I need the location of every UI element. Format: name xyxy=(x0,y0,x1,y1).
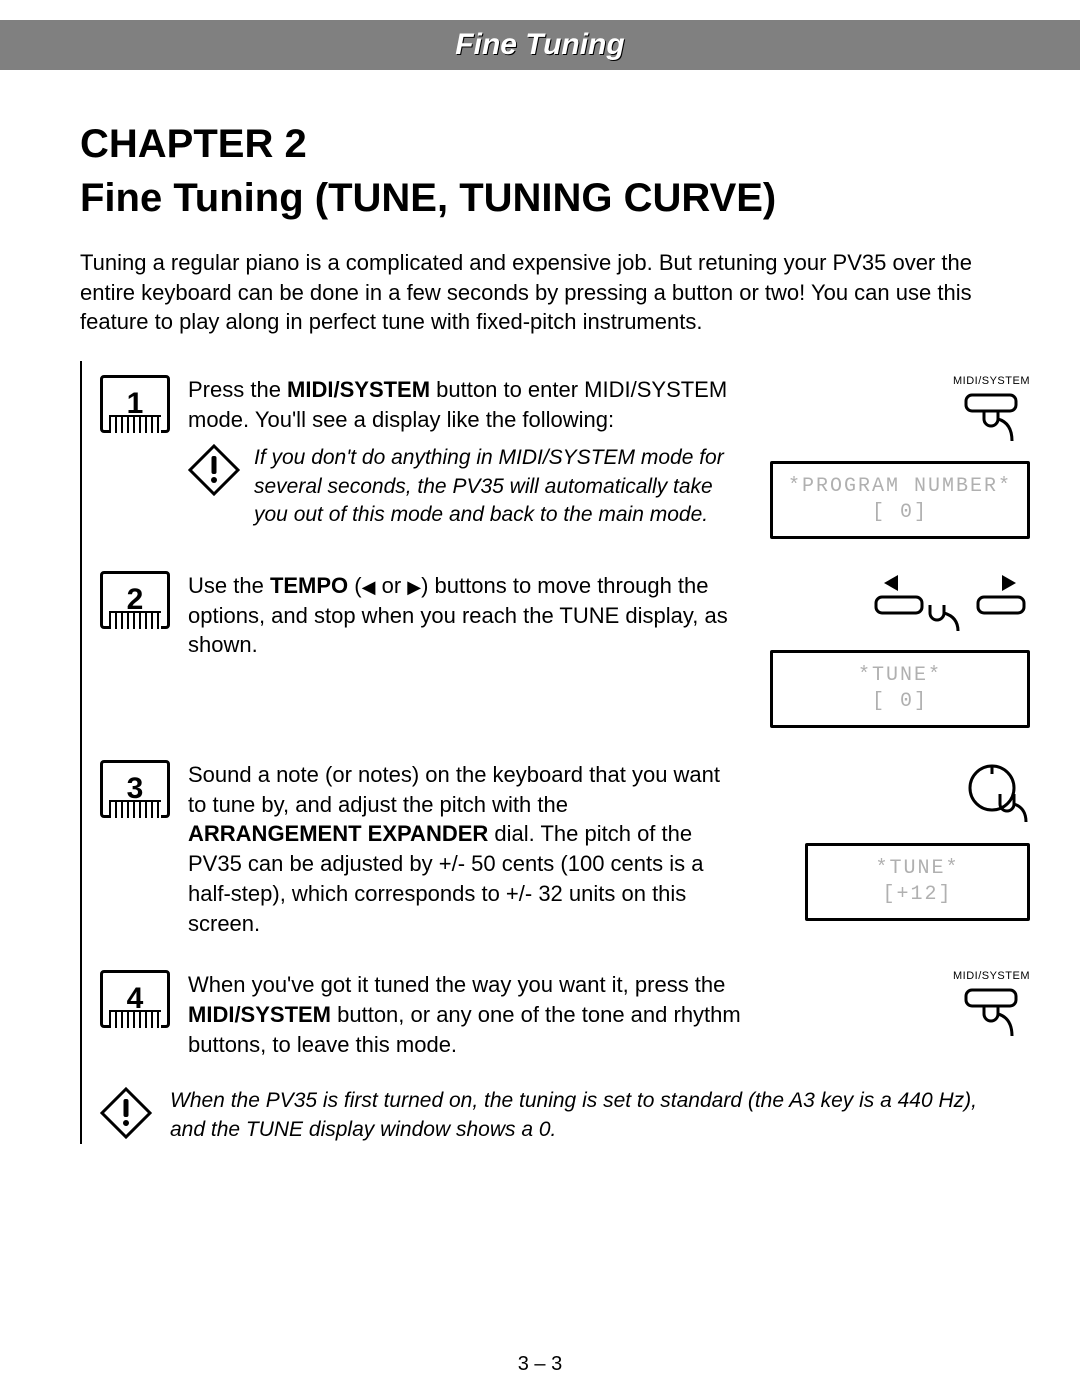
keyboard-icon xyxy=(109,415,161,433)
step-3: 3 Sound a note (or notes) on the keyboar… xyxy=(82,746,1030,956)
lcd-line2: [+12] xyxy=(816,882,1019,908)
step-4-text: When you've got it tuned the way you wan… xyxy=(188,970,742,1059)
chapter-title: Fine Tuning (TUNE, TUNING CURVE) xyxy=(80,174,1000,222)
midi-system-label: MIDI/SYSTEM xyxy=(953,375,1030,387)
section-header-title: Fine Tuning xyxy=(455,28,624,62)
midi-system-press-icon: MIDI/SYSTEM xyxy=(953,970,1030,1044)
step-4: 4 When you've got it tuned the way you w… xyxy=(82,956,1030,1077)
lcd-line1: *TUNE* xyxy=(816,856,1019,882)
step-1-right: MIDI/SYSTEM *PROGRAM NUMBER* [ 0] xyxy=(760,375,1030,539)
lcd-line2: [ 0] xyxy=(781,500,1019,526)
midi-system-label: MIDI/SYSTEM xyxy=(953,970,1030,982)
step-1: 1 Press the MIDI/SYSTEM button to enter … xyxy=(82,361,1030,557)
step-1-text: Press the MIDI/SYSTEM button to enter MI… xyxy=(188,375,742,434)
warning-icon xyxy=(100,1087,152,1139)
lcd-program-number: *PROGRAM NUMBER* [ 0] xyxy=(770,461,1030,539)
dial-icon xyxy=(964,760,1030,831)
step-1-note-row: If you don't do anything in MIDI/SYSTEM … xyxy=(188,444,742,529)
step-4-right: MIDI/SYSTEM xyxy=(760,970,1030,1044)
step-2-badge: 2 xyxy=(100,571,170,629)
lcd-tune-twelve: *TUNE* [+12] xyxy=(805,843,1030,921)
midi-system-press-icon: MIDI/SYSTEM xyxy=(953,375,1030,449)
step-2-body: Use the TEMPO (◀ or ▶) buttons to move t… xyxy=(188,571,742,660)
lcd-line1: *PROGRAM NUMBER* xyxy=(781,474,1019,500)
lcd-line1: *TUNE* xyxy=(781,663,1019,689)
step-1-body: Press the MIDI/SYSTEM button to enter MI… xyxy=(188,375,742,529)
step-3-badge: 3 xyxy=(100,760,170,818)
keyboard-icon xyxy=(109,800,161,818)
step-2-right: *TUNE* [ 0] xyxy=(760,571,1030,728)
step-1-badge: 1 xyxy=(100,375,170,433)
intro-paragraph: Tuning a regular piano is a complicated … xyxy=(80,248,1030,337)
page-number: 3 – 3 xyxy=(0,1353,1080,1376)
tempo-arrows-icon xyxy=(870,571,1030,638)
step-4-badge: 4 xyxy=(100,970,170,1028)
keyboard-icon xyxy=(109,1010,161,1028)
step-3-text: Sound a note (or notes) on the keyboard … xyxy=(188,760,742,938)
section-header-bar: Fine Tuning xyxy=(0,20,1080,70)
step-3-body: Sound a note (or notes) on the keyboard … xyxy=(188,760,742,938)
warning-icon xyxy=(188,444,240,496)
step-2: 2 Use the TEMPO (◀ or ▶) buttons to move… xyxy=(82,557,1030,746)
final-note-text: When the PV35 is first turned on, the tu… xyxy=(170,1087,990,1144)
keyboard-icon xyxy=(109,611,161,629)
steps-container: 1 Press the MIDI/SYSTEM button to enter … xyxy=(80,361,1030,1144)
final-note-row: When the PV35 is first turned on, the tu… xyxy=(82,1077,1030,1144)
lcd-tune-zero: *TUNE* [ 0] xyxy=(770,650,1030,728)
step-4-body: When you've got it tuned the way you wan… xyxy=(188,970,742,1059)
step-3-right: *TUNE* [+12] xyxy=(760,760,1030,921)
chapter-number: CHAPTER 2 xyxy=(80,120,1000,168)
lcd-line2: [ 0] xyxy=(781,689,1019,715)
step-1-note: If you don't do anything in MIDI/SYSTEM … xyxy=(254,444,742,529)
step-2-text: Use the TEMPO (◀ or ▶) buttons to move t… xyxy=(188,571,742,660)
